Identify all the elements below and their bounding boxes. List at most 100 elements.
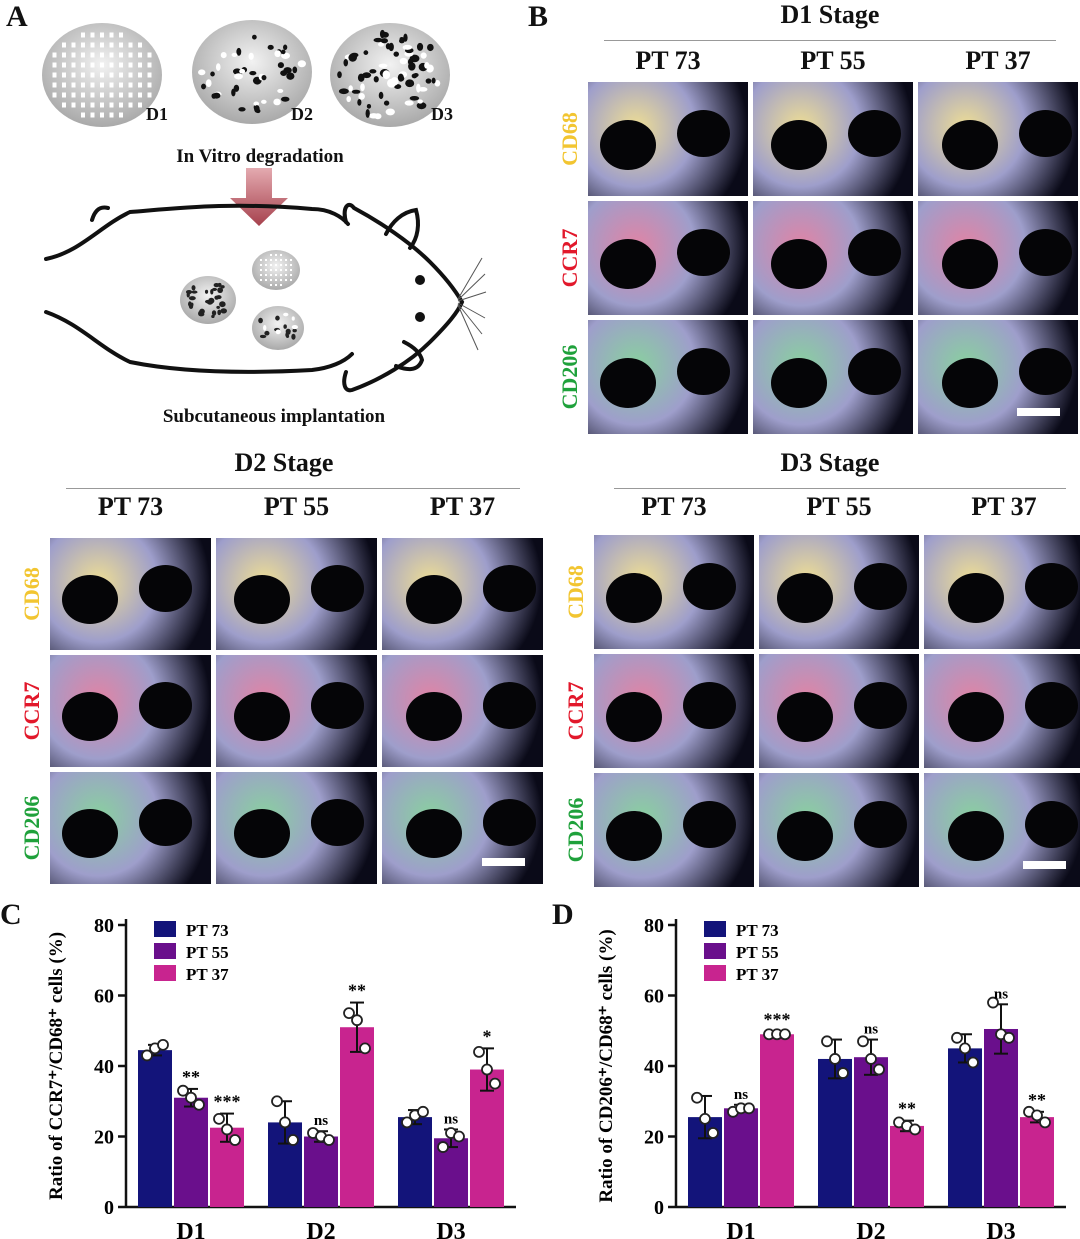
- y-tick-label: 80: [644, 915, 664, 937]
- bar-pt37-d1: [760, 1034, 794, 1207]
- row-label-ccr7: CCR7: [557, 228, 582, 288]
- legend-label-pt73: PT 73: [736, 921, 779, 940]
- panel-letter-c: C: [0, 898, 22, 931]
- scaffold-disc-d3: [330, 23, 450, 127]
- data-point: [481, 1063, 493, 1076]
- bar-pt73-d1: [138, 1050, 172, 1207]
- legend-swatch-pt73: [154, 921, 176, 937]
- bar-pt37-d2: [340, 1027, 374, 1207]
- data-point: [1039, 1116, 1051, 1129]
- disc-label-d2: D2: [291, 104, 313, 124]
- row-label-cd206: CD206: [557, 344, 582, 410]
- data-point: [279, 1116, 291, 1129]
- data-point: [157, 1038, 169, 1051]
- micrograph-cd206-pt55: [759, 773, 919, 887]
- subcutaneous-implantation-caption: Subcutaneous implantation: [162, 406, 386, 427]
- data-point: [141, 1049, 153, 1062]
- legend-swatch-pt37: [154, 965, 176, 981]
- disc-label-d1: D1: [146, 104, 168, 124]
- row-label-cd206: CD206: [563, 797, 588, 863]
- panel-a-illustration: [42, 20, 487, 393]
- y-axis-label: Ratio of CD206⁺/CD68⁺ cells (%): [596, 929, 617, 1202]
- y-tick-label: 80: [94, 915, 114, 937]
- micrograph-cd68-pt73: [588, 82, 748, 196]
- micrograph-ccr7-pt73: [50, 655, 211, 767]
- data-point: [1031, 1109, 1043, 1122]
- data-point: [453, 1130, 465, 1143]
- data-point: [967, 1056, 979, 1069]
- bar-chart-cd206-cd68: Ratio of CD206⁺/CD68⁺ cells (%) 0 20 40 60 80…: [596, 915, 1066, 1239]
- data-point: [743, 1102, 755, 1115]
- micrograph-cd68-pt37: [924, 535, 1080, 649]
- data-point: [271, 1095, 283, 1108]
- micrograph-ccr7-pt37: [918, 201, 1078, 315]
- significance-label: **: [1028, 1090, 1046, 1110]
- data-point: [1003, 1031, 1015, 1044]
- y-tick-label: 40: [94, 1056, 114, 1078]
- x-tick-label-d1: D1: [176, 1219, 205, 1239]
- data-point: [707, 1127, 719, 1139]
- data-point: [323, 1134, 335, 1146]
- data-point: [779, 1028, 791, 1041]
- column-label-pt-37: PT 37: [429, 492, 496, 521]
- panel-letter-d: D: [552, 898, 574, 931]
- row-label-cd68: CD68: [563, 565, 588, 619]
- data-point: [213, 1112, 225, 1125]
- data-point: [959, 1042, 971, 1055]
- bar-pt73-d2: [818, 1058, 852, 1207]
- significance-label: ***: [214, 1092, 241, 1112]
- data-point: [185, 1091, 197, 1104]
- data-point: [401, 1116, 413, 1129]
- data-point: [193, 1098, 205, 1111]
- data-point: [489, 1077, 501, 1090]
- legend-label-pt37: PT 37: [736, 965, 779, 984]
- column-label-pt-73: PT 73: [97, 492, 164, 521]
- y-tick-label: 0: [104, 1197, 114, 1219]
- data-point: [987, 996, 999, 1009]
- data-point: [437, 1141, 449, 1153]
- panel-letter-a: A: [6, 0, 28, 33]
- data-point: [691, 1091, 703, 1104]
- legend-label-pt73: PT 73: [186, 921, 229, 940]
- micrograph-cd206-pt73: [588, 320, 748, 434]
- row-label-cd68: CD68: [557, 112, 582, 166]
- y-axis-label: Ratio of CCR7⁺/CD68⁺ cells (%): [46, 932, 67, 1200]
- data-point: [177, 1084, 189, 1097]
- row-label-cd68: CD68: [19, 567, 44, 621]
- significance-label: ns: [444, 1111, 458, 1127]
- y-tick-label: 20: [94, 1127, 114, 1149]
- data-point: [229, 1134, 241, 1146]
- micrograph-cd68-pt37: [382, 538, 543, 650]
- significance-label: **: [348, 981, 366, 1001]
- bar-pt55-d1: [174, 1097, 208, 1207]
- column-label-pt-55: PT 55: [800, 46, 866, 75]
- column-label-pt-55: PT 55: [263, 492, 330, 521]
- micrograph-cd206-pt37: [924, 773, 1080, 887]
- significance-label: **: [182, 1067, 200, 1087]
- y-tick-label: 60: [644, 986, 664, 1008]
- x-tick-label-d3: D3: [436, 1219, 465, 1239]
- bar-pt55-d1: [724, 1108, 758, 1207]
- micrograph-ccr7-pt55: [753, 201, 913, 315]
- legend-label-pt37: PT 37: [186, 965, 229, 984]
- implanted-disc-d1: [252, 250, 300, 290]
- significance-label: ***: [764, 1009, 791, 1029]
- micrograph-cd206-pt55: [216, 772, 377, 884]
- data-point: [837, 1067, 849, 1079]
- data-point: [287, 1134, 299, 1146]
- x-tick-label-d2: D2: [856, 1219, 885, 1239]
- scaffold-disc-d2: [192, 20, 312, 124]
- scale-bar: [1017, 408, 1061, 416]
- stage-rule-d3: [614, 488, 1066, 489]
- stage-title-d3: D3 Stage: [780, 448, 880, 477]
- data-point: [821, 1035, 833, 1048]
- micrograph-ccr7-pt55: [759, 654, 919, 768]
- degradation-arrow: [230, 168, 288, 226]
- significance-label: **: [898, 1099, 916, 1119]
- data-point: [473, 1045, 485, 1058]
- implanted-disc-d2: [252, 306, 304, 350]
- micrograph-ccr7-pt37: [924, 654, 1080, 768]
- bar-pt37-d3: [1020, 1117, 1054, 1207]
- significance-label: *: [483, 1026, 492, 1046]
- bar-pt55-d3: [984, 1028, 1018, 1207]
